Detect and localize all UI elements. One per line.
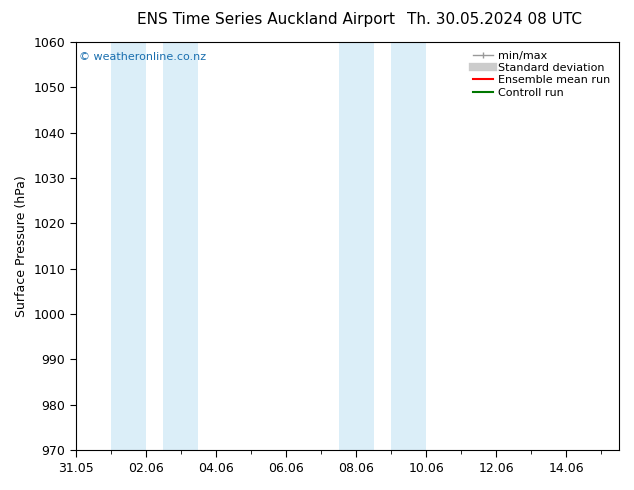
Y-axis label: Surface Pressure (hPa): Surface Pressure (hPa): [15, 175, 28, 317]
Bar: [391, 42, 426, 450]
Bar: [111, 42, 146, 450]
Bar: [339, 42, 373, 450]
Text: Th. 30.05.2024 08 UTC: Th. 30.05.2024 08 UTC: [407, 12, 582, 27]
Legend: min/max, Standard deviation, Ensemble mean run, Controll run: min/max, Standard deviation, Ensemble me…: [470, 48, 614, 101]
Bar: [164, 42, 198, 450]
Text: © weatheronline.co.nz: © weatheronline.co.nz: [79, 52, 205, 62]
Text: ENS Time Series Auckland Airport: ENS Time Series Auckland Airport: [138, 12, 395, 27]
